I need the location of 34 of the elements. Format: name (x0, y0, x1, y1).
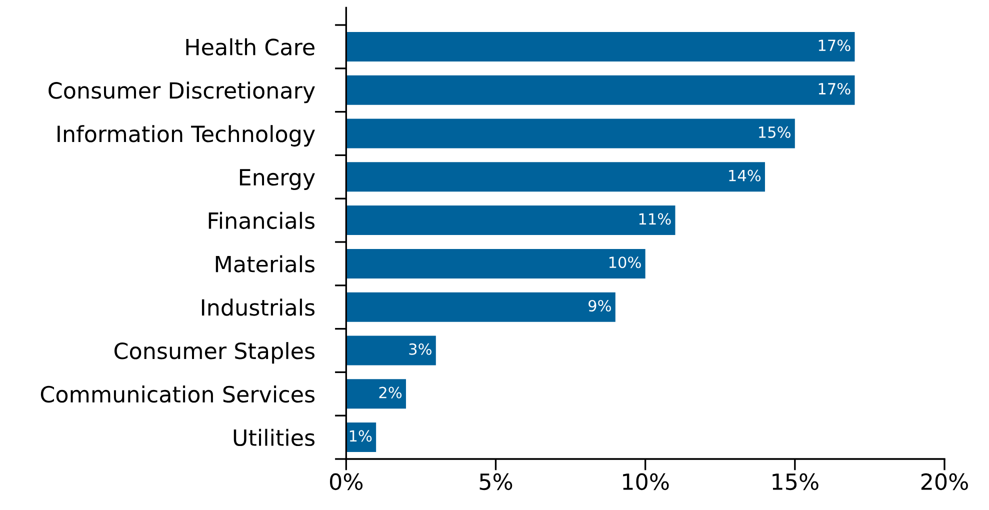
data-label: 14% (729, 170, 761, 182)
y-tick-label: Communication Services (40, 385, 315, 403)
data-label: 17% (818, 40, 850, 52)
bar (346, 292, 616, 322)
bar (346, 162, 765, 192)
data-label: 15% (759, 126, 790, 138)
bar (346, 118, 795, 148)
y-tick-label: Energy (240, 169, 315, 190)
y-tick-label: Consumer Staples (114, 342, 315, 364)
y-tick-label: Health Care (186, 38, 314, 56)
bar (346, 379, 406, 409)
bar (346, 32, 855, 62)
x-tick-label: 20% (921, 473, 968, 490)
y-tick-label: Financials (208, 212, 315, 230)
bar (346, 75, 855, 105)
y-tick-label: Materials (216, 255, 315, 272)
data-label: 10% (609, 256, 641, 268)
data-label: 9% (588, 300, 611, 312)
bar (346, 336, 436, 366)
bar (346, 206, 676, 236)
bar (346, 248, 646, 278)
x-tick-label: 10% (623, 473, 669, 490)
data-label: 3% (409, 343, 432, 355)
y-tick-label: Utilities (234, 428, 315, 446)
data-label: 2% (379, 386, 402, 398)
x-tick-label: 15% (772, 473, 818, 490)
data-label: 17% (818, 82, 850, 95)
y-tick-label: Industrials (202, 298, 315, 316)
y-tick-label: Consumer Discretionary (48, 82, 315, 104)
x-tick-label: 5% (480, 473, 512, 490)
data-label: 11% (639, 213, 671, 225)
y-tick-label: Information Technology (58, 125, 315, 147)
x-tick-label: 0% (330, 473, 363, 490)
data-label: 1% (350, 430, 372, 442)
